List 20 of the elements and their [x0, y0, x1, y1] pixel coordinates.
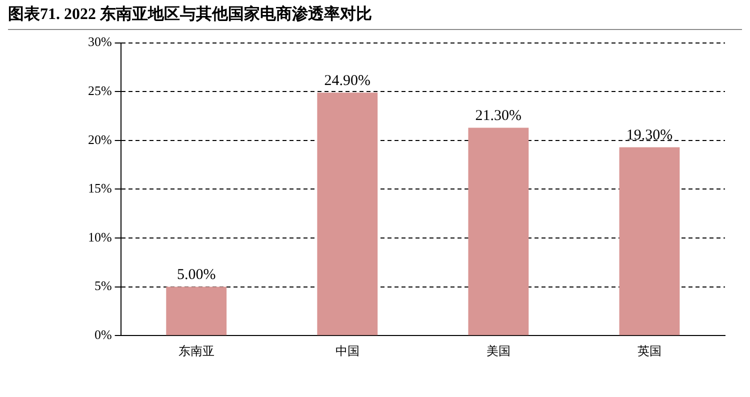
y-tick-label: 25% [88, 83, 112, 98]
bar [468, 128, 529, 336]
bar [166, 286, 227, 336]
bar [317, 92, 378, 336]
y-tick-label: 10% [88, 229, 112, 244]
y-tick-label: 20% [88, 132, 112, 147]
y-tick-label: 15% [88, 180, 112, 196]
x-tick-label: 中国 [335, 344, 360, 358]
data-label: 24.90% [324, 73, 371, 90]
data-label: 21.30% [475, 108, 522, 124]
chart-title: 图表71. 2022 东南亚地区与其他国家电商渗透率对比 [8, 4, 742, 30]
x-tick-label: 美国 [486, 344, 510, 358]
y-tick-label: 5% [94, 278, 112, 294]
y-tick-label: 0% [94, 327, 112, 342]
bar [619, 147, 680, 336]
x-tick-label: 东南亚 [178, 344, 214, 358]
data-label: 19.30% [626, 128, 673, 144]
x-tick-label: 英国 [637, 344, 662, 358]
y-tick-label: 30% [88, 34, 112, 50]
data-label: 5.00% [176, 267, 216, 284]
